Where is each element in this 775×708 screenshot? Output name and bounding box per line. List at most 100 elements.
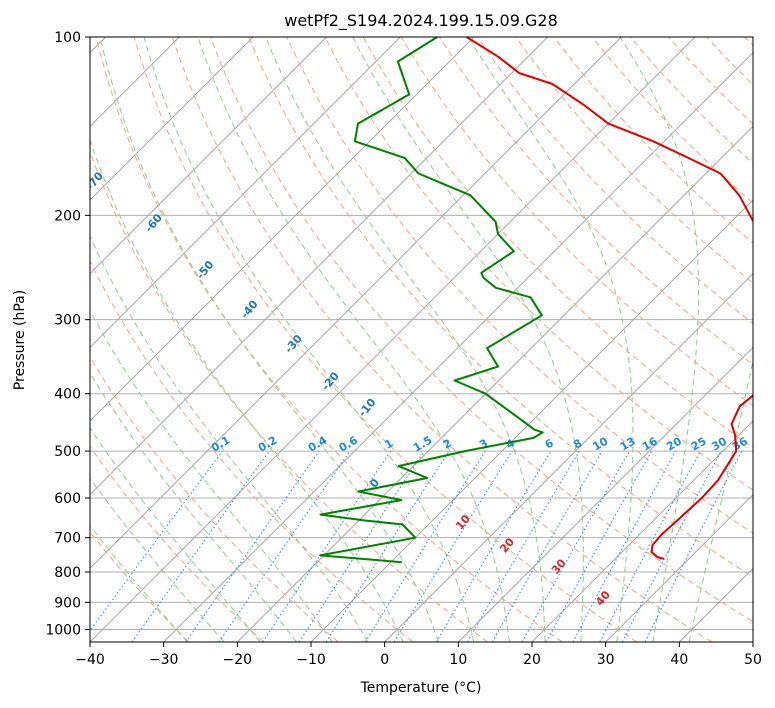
dry-adiabat <box>553 37 753 244</box>
mixing-ratio-line <box>185 450 320 642</box>
background-lines <box>90 37 753 642</box>
isotherm <box>90 37 475 422</box>
x-tick-label: 20 <box>523 652 541 668</box>
y-tick-label: 300 <box>54 313 81 329</box>
y-tick-label: 1000 <box>45 622 81 638</box>
y-tick-label: 500 <box>54 444 81 460</box>
x-tick-label: 30 <box>597 652 615 668</box>
mixing-ratio-line <box>545 450 653 642</box>
mixing-ratio-line <box>131 450 270 642</box>
isotherm <box>605 494 753 642</box>
adiabat-label: -20 <box>319 369 342 393</box>
x-tick-label: 0 <box>380 652 389 668</box>
x-tick-label: 10 <box>449 652 467 668</box>
y-tick-label: 900 <box>54 595 81 611</box>
mixing-ratio-line <box>298 450 425 642</box>
moist-adiabat <box>619 37 699 642</box>
adiabat-label: -90 <box>0 80 3 104</box>
plot-frame <box>89 36 754 643</box>
adiabat-label: 20 <box>497 535 517 555</box>
isotherm <box>458 346 753 642</box>
moist-adiabat <box>90 524 188 642</box>
isotherm <box>752 641 753 642</box>
x-axis-label: Temperature (°C) <box>360 680 482 696</box>
moist-adiabat <box>90 138 404 642</box>
dry-adiabat <box>90 356 339 642</box>
temperature-profile <box>466 37 753 560</box>
mixing-ratio-label: 2 <box>441 437 454 452</box>
dry-adiabat <box>515 37 753 284</box>
mixing-ratio-line <box>521 450 630 642</box>
mixing-ratio-line <box>262 450 392 642</box>
isotherm <box>90 37 622 569</box>
adiabat-label: -70 <box>83 169 106 193</box>
dry-adiabat <box>668 37 753 125</box>
moist-adiabat <box>352 37 584 642</box>
mixing-ratio-line <box>435 450 552 642</box>
dry-adiabat <box>90 531 190 642</box>
profiles <box>319 37 753 564</box>
mixing-ratio-line <box>218 450 351 642</box>
adiabat-label: 30 <box>549 556 569 576</box>
mixing-ratio-line <box>325 450 450 642</box>
moist-adiabat <box>143 37 475 642</box>
dry-adiabat <box>90 150 488 642</box>
adiabat-label: 10 <box>453 512 473 532</box>
dry-adiabat <box>171 37 712 642</box>
y-tick-label: 600 <box>54 491 81 507</box>
dewpoint-profile <box>319 37 544 564</box>
isotherm <box>163 52 753 642</box>
dry-adiabat <box>90 445 264 642</box>
mixing-ratio-line <box>90 450 223 632</box>
mixing-ratio-label: 6 <box>543 436 556 451</box>
x-tick-label: −10 <box>296 652 326 668</box>
moist-adiabat <box>688 358 753 642</box>
x-tick-label: −30 <box>149 652 179 668</box>
isotherm <box>90 37 696 642</box>
x-tick-label: −20 <box>223 652 253 668</box>
moist-adiabat <box>99 37 439 642</box>
dry-adiabat <box>90 259 414 642</box>
dry-adiabat <box>210 37 753 623</box>
moist-adiabat <box>197 37 510 642</box>
isotherm <box>90 37 254 201</box>
adiabat-label: 40 <box>593 588 613 608</box>
adiabat-label: -50 <box>194 258 217 282</box>
dry-adiabat <box>744 37 753 47</box>
isotherm <box>384 273 753 642</box>
isotherm <box>237 125 753 642</box>
y-axis: 100 200 300 400 500 600 700 800 900 1000 <box>45 30 90 638</box>
isotherm <box>90 37 327 275</box>
isotherm <box>90 37 548 496</box>
mixing-ratio-line <box>364 450 486 642</box>
mixing-ratio-line <box>644 450 743 642</box>
moist-adiabat <box>90 235 369 642</box>
moist-adiabat <box>90 477 225 642</box>
x-axis: −40 −30 −20 −10 0 10 20 30 40 50 <box>75 642 762 668</box>
adiabat-label: -30 <box>282 332 305 356</box>
y-axis-label: Pressure (hPa) <box>12 290 28 390</box>
adiabat-label: -80 <box>32 119 55 143</box>
dry-adiabat <box>133 37 638 642</box>
dry-adiabat <box>324 37 753 491</box>
mixing-ratio-line <box>572 450 677 642</box>
dry-adiabat <box>95 37 563 642</box>
moist-adiabat <box>90 427 261 642</box>
y-tick-label: 700 <box>54 531 81 547</box>
isotherm <box>531 420 753 642</box>
y-tick-label: 100 <box>54 30 81 46</box>
adiabat-label: -40 <box>238 298 261 322</box>
isotherm <box>90 37 401 348</box>
dry-adiabat <box>286 37 753 534</box>
y-tick-label: 800 <box>54 565 81 581</box>
x-tick-label: 50 <box>744 652 762 668</box>
y-tick-label: 200 <box>54 208 81 224</box>
moist-adiabat <box>90 371 297 642</box>
dry-adiabat <box>248 37 753 578</box>
moist-adiabat <box>90 309 333 642</box>
dry-adiabat <box>706 37 753 86</box>
y-tick-label: 400 <box>54 387 81 403</box>
isotherm <box>310 199 753 642</box>
isotherm <box>679 567 753 642</box>
